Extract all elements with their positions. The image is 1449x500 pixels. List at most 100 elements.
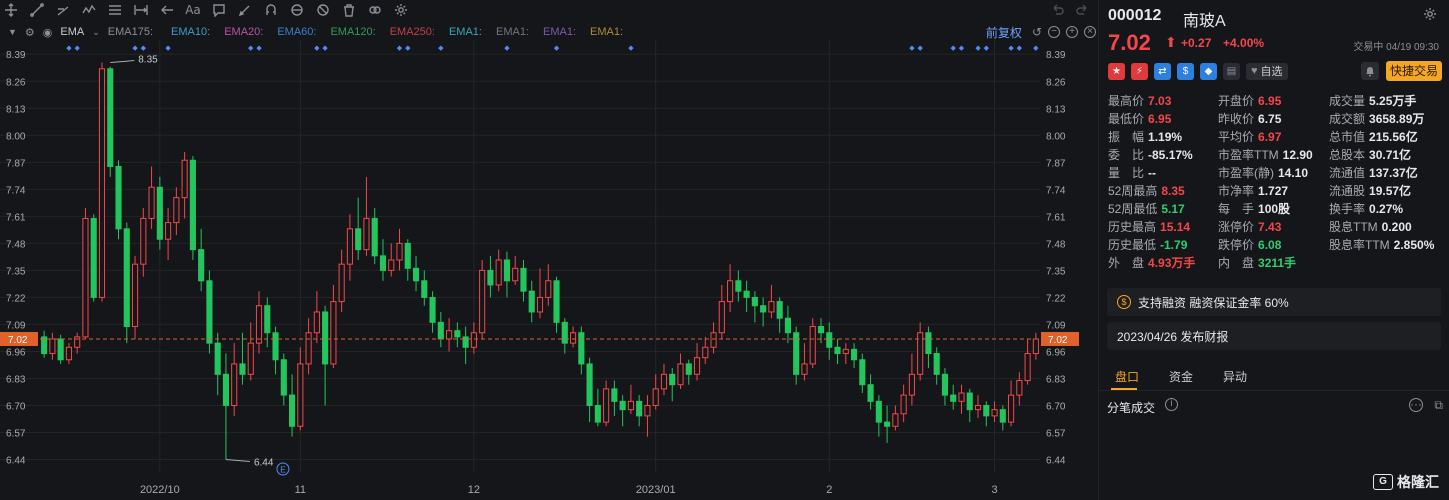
candle-body — [173, 197, 180, 224]
stat-item: 最高价 7.03 — [1108, 92, 1171, 110]
candle-body — [875, 400, 882, 423]
tab-alerts[interactable]: 异动 — [1223, 370, 1248, 384]
ema-legend-item[interactable]: EMA60: — [277, 26, 317, 38]
range-tool-icon[interactable] — [130, 0, 152, 20]
stat-value: 14.10 — [1278, 166, 1309, 180]
collapse-chevron-icon[interactable]: ▼ — [8, 27, 17, 37]
dollar-icon[interactable]: $ — [1177, 62, 1194, 80]
event-marker-icon: ◆ — [1033, 45, 1039, 52]
stat-item: 昨收价 6.75 — [1218, 110, 1281, 128]
y-tick-label-left: 7.48 — [6, 239, 26, 250]
y-tick-label-right: 6.57 — [1046, 429, 1066, 440]
indicator-settings-icon[interactable]: ⚙ — [24, 26, 35, 39]
candle-body — [148, 186, 155, 219]
arrow-tool-icon[interactable] — [156, 0, 178, 20]
current-price-label-right: 7.02 — [1048, 335, 1068, 346]
candle-body — [545, 280, 552, 298]
fibonacci-tool-icon[interactable] — [104, 0, 126, 20]
ema-legend-item[interactable]: EMA1: — [495, 26, 529, 38]
tag-icon[interactable]: ◆ — [1200, 62, 1217, 80]
restoration-toggle[interactable]: 前复权 — [985, 25, 1022, 40]
close-icon[interactable]: × — [1084, 26, 1096, 38]
stat-item: 平均价 6.97 — [1218, 128, 1281, 146]
y-tick-label-left: 6.96 — [6, 347, 26, 358]
indicator-visibility-icon[interactable]: ◉ — [42, 26, 53, 39]
expand-side-icon[interactable]: ⧉ — [1434, 398, 1443, 412]
zoom-out-icon[interactable]: − — [1048, 26, 1060, 38]
tab-capital-flow[interactable]: 资金 — [1169, 370, 1194, 384]
stat-value: 6.97 — [1258, 130, 1282, 144]
last-price: 7.02 — [1108, 30, 1151, 55]
stat-value: 6.95 — [1258, 94, 1282, 108]
crosshair-tool-icon[interactable] — [0, 0, 22, 20]
hide-drawings-icon[interactable] — [312, 0, 334, 20]
margin-notice-text: 支持融资 融资保证金率 60% — [1138, 295, 1289, 310]
stat-label: 成交额 — [1329, 112, 1366, 126]
stat-item: 总市值 215.56亿 — [1329, 128, 1418, 146]
stat-label: 市盈率(静) — [1218, 166, 1274, 180]
eye-icon[interactable] — [286, 0, 308, 20]
quick-trade-button[interactable]: 快捷交易 — [1386, 61, 1442, 81]
trash-icon[interactable] — [338, 0, 360, 20]
candle-body — [793, 332, 800, 375]
add-watchlist-button[interactable]: ♥ 自选 — [1246, 62, 1288, 80]
pen-tool-icon[interactable] — [234, 0, 256, 20]
channel-tool-icon[interactable] — [52, 0, 74, 20]
stat-value: -1.79 — [1160, 238, 1188, 252]
candle-body — [867, 384, 874, 402]
margin-notice[interactable]: $ 支持融资 融资保证金率 60% — [1107, 288, 1441, 316]
redo-icon[interactable] — [1072, 0, 1094, 20]
candle-body — [396, 242, 403, 261]
panel-settings-icon[interactable] — [1423, 7, 1437, 21]
stat-value: 7.43 — [1258, 220, 1282, 234]
candle-body — [379, 255, 387, 271]
margin-trading-icon[interactable]: ⚡ — [1131, 62, 1148, 80]
stat-item: 内 盘 3211手 — [1218, 254, 1296, 272]
current-price-tag-right — [1041, 331, 1079, 346]
line-tool-icon[interactable] — [26, 0, 48, 20]
candle-body — [123, 228, 130, 328]
event-marker-icon: ◆ — [165, 45, 171, 52]
undo-icon[interactable] — [1046, 0, 1068, 20]
calendar-icon[interactable]: ▤ — [1223, 62, 1240, 80]
stat-label: 每 手 — [1218, 202, 1255, 216]
ema-legend-item[interactable]: EMA20: — [224, 26, 264, 38]
y-tick-label-right: 8.39 — [1046, 50, 1066, 61]
candle-body — [363, 217, 370, 251]
candlestick-chart[interactable]: 8.39 8.39 8.26 8.26 8.13 8.13 8.00 8.00 7.87 7.87… — [0, 40, 1098, 500]
tab-orderbook[interactable]: 盘口 — [1115, 370, 1140, 384]
text-tool-icon[interactable]: Aa — [185, 3, 201, 17]
connect-icon[interactable]: ⇄ — [1154, 62, 1171, 80]
china-flag-icon[interactable]: ★ — [1108, 62, 1125, 80]
candle-body — [884, 421, 891, 427]
earnings-notice[interactable]: 2023/04/26 发布财报 — [1107, 322, 1441, 350]
candle-body — [255, 305, 263, 344]
event-marker-icon: ◆ — [438, 45, 444, 52]
candle-body — [404, 242, 411, 269]
candle-body — [619, 400, 626, 411]
zoom-in-icon[interactable]: + — [1066, 26, 1078, 38]
link-icon[interactable] — [364, 0, 386, 20]
ema-legend-item[interactable]: EMA175: — [107, 26, 154, 38]
indicator-name[interactable]: EMA — [60, 26, 85, 38]
settings-icon[interactable] — [390, 0, 412, 20]
ema-legend-item[interactable]: EMA1: — [543, 26, 577, 38]
ema-legend-item[interactable]: EMA250: — [389, 26, 435, 38]
y-tick-label-right: 7.22 — [1046, 293, 1066, 304]
more-options-icon[interactable]: ··· — [1409, 397, 1423, 412]
info-icon[interactable]: i — [1165, 398, 1178, 411]
magnet-icon[interactable] — [260, 0, 282, 20]
ema-legend-item[interactable]: EMA10: — [171, 26, 211, 38]
x-tick-label: 11 — [295, 484, 306, 496]
brand-watermark: G 格隆汇 — [1373, 472, 1439, 492]
alert-bell-icon[interactable] — [1361, 62, 1379, 80]
candle-body — [760, 305, 767, 313]
ema-legend-item[interactable]: EMA1: — [448, 26, 482, 38]
ema-legend-item[interactable]: EMA120: — [330, 26, 376, 38]
ema-legend-item[interactable]: EMA1: — [590, 26, 624, 38]
indicator-dropdown-icon[interactable]: ⌄ — [92, 26, 100, 37]
wave-tool-icon[interactable] — [78, 0, 100, 20]
reset-icon[interactable]: ↺ — [1031, 25, 1042, 39]
stat-label: 历史最高 — [1108, 220, 1157, 234]
note-tool-icon[interactable] — [208, 0, 230, 20]
